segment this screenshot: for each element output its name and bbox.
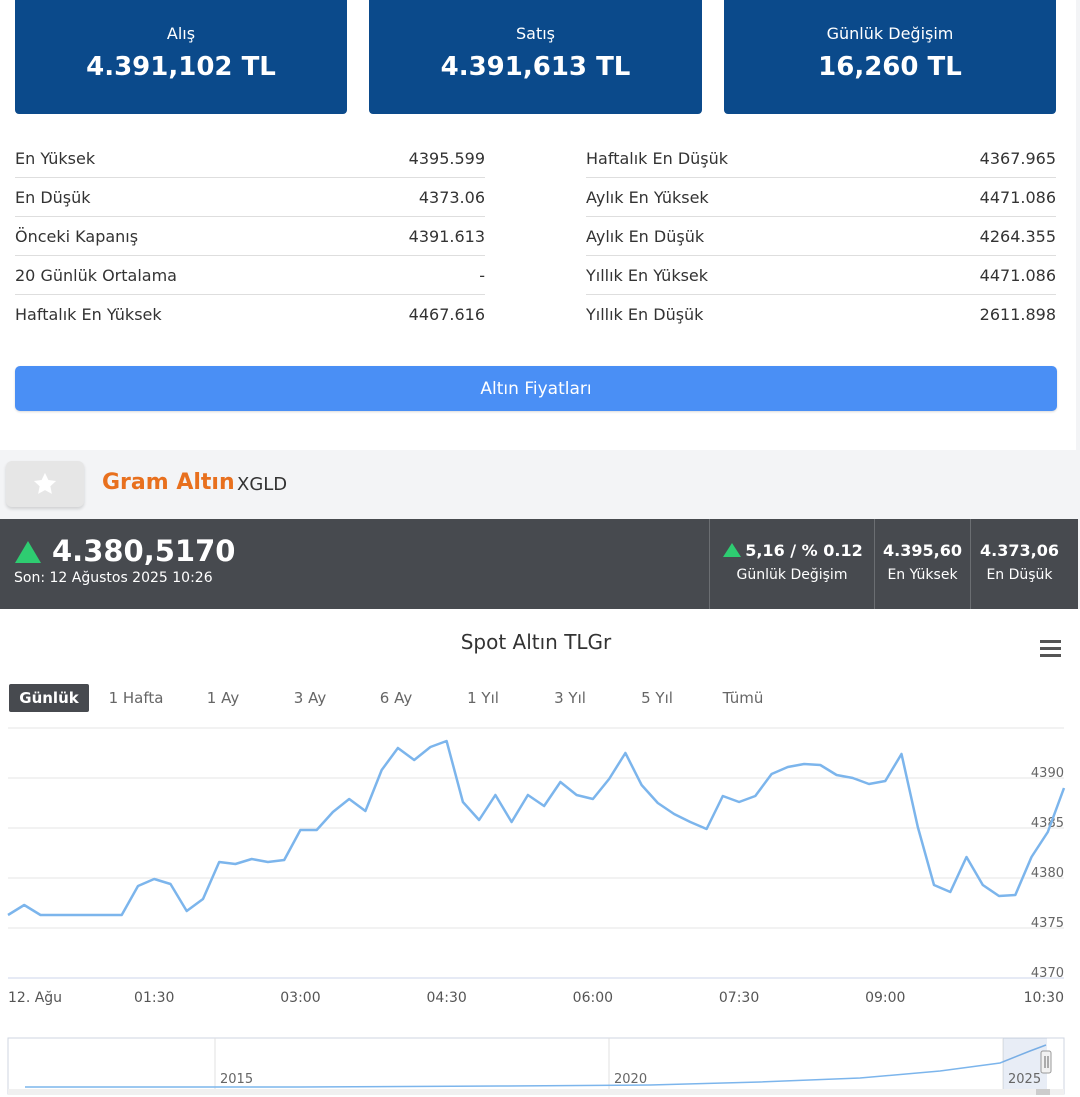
stat-label: En Düşük <box>15 187 91 207</box>
range-button-6m[interactable]: 6 Ay <box>379 689 413 707</box>
stat-value: 4367.965 <box>979 148 1056 168</box>
stat-label: Haftalık En Yüksek <box>15 305 162 324</box>
x-tick-label: 07:30 <box>719 990 759 1006</box>
chart-navigator[interactable]: 2015 2020 2025 <box>0 1037 1080 1097</box>
up-arrow-icon <box>723 543 741 557</box>
x-tick-label: 09:00 <box>865 990 905 1006</box>
x-tick-label: 06:00 <box>573 990 613 1006</box>
stat-label: Önceki Kapanış <box>15 226 139 246</box>
stat-label: 20 Günlük Ortalama <box>15 265 177 285</box>
y-tick-label: 4385 <box>1031 816 1064 831</box>
last-price: 4.380,5170 <box>52 534 236 568</box>
stat-row: Haftalık En Düşük 4367.965 <box>586 139 1056 178</box>
range-button-all[interactable]: Tümü <box>722 689 764 707</box>
stat-label: Haftalık En Düşük <box>586 148 729 168</box>
stat-row: En Düşük 4373.06 <box>15 178 485 217</box>
x-tick-label: 12. Ağu <box>8 990 62 1006</box>
stats-left: En Yüksek 4395.599 En Düşük 4373.06 Önceki… <box>15 139 485 334</box>
gold-prices-button[interactable]: Altın Fiyatları <box>15 366 1057 411</box>
sell-price-card: Satış 4.391,613 TL <box>369 0 702 114</box>
range-button-1w[interactable]: 1 Hafta <box>108 689 164 707</box>
chart-title: Spot Altın TLGr <box>460 630 612 654</box>
buy-value: 4.391,102 TL <box>86 52 276 82</box>
instrument-code: XGLD <box>237 474 288 495</box>
stats-right: Haftalık En Düşük 4367.965 Aylık En Yükse… <box>586 139 1056 334</box>
x-tick-label: 03:00 <box>280 990 320 1006</box>
price-ticker <box>0 519 1078 609</box>
sell-value: 4.391,613 TL <box>440 52 631 82</box>
chart-panel <box>0 609 1080 1097</box>
navigator-tick-2015: 2015 <box>220 1072 253 1087</box>
range-button-3m[interactable]: 3 Ay <box>293 689 327 707</box>
stat-row: En Yüksek 4395.599 <box>15 139 485 178</box>
y-tick-label: 4380 <box>1031 866 1064 881</box>
stat-label: Aylık En Yüksek <box>586 187 709 207</box>
stat-value: 4395.599 <box>408 148 485 168</box>
ticker-high-label: En Yüksek <box>887 567 958 583</box>
ticker-high-cell: 4.395,60 En Yüksek <box>874 519 970 609</box>
stat-label: Yıllık En Düşük <box>586 305 704 324</box>
x-tick-label: 10:30 <box>1024 990 1064 1006</box>
stat-label: Aylık En Düşük <box>586 226 705 246</box>
y-tick-label: 4375 <box>1031 916 1064 931</box>
stat-value: - <box>479 265 485 285</box>
navigator-scrollbar-thumb[interactable] <box>1036 1089 1050 1095</box>
stat-label: En Yüksek <box>15 148 96 168</box>
navigator-series-line <box>25 1044 1047 1088</box>
range-button-5y[interactable]: 5 Yıl <box>641 689 673 707</box>
y-tick-label: 4390 <box>1031 766 1064 781</box>
x-tick-label: 04:30 <box>426 990 466 1006</box>
stat-value: 4391.613 <box>408 226 485 246</box>
range-button-1y[interactable]: 1 Yıl <box>467 689 499 707</box>
stat-row: 20 Günlük Ortalama - <box>15 256 485 295</box>
ticker-low-label: En Düşük <box>986 567 1053 583</box>
navigator-tick-2025: 2025 <box>1008 1072 1041 1087</box>
stat-row: Aylık En Düşük 4264.355 <box>586 217 1056 256</box>
buy-label: Alış <box>166 24 196 43</box>
navigator-handle[interactable] <box>1040 1050 1052 1074</box>
navigator-tick-2020: 2020 <box>614 1072 647 1087</box>
ticker-change-cell: 5,16 / % 0.12 Günlük Değişim <box>709 519 874 609</box>
y-tick-label: 4370 <box>1031 966 1064 981</box>
stat-row: Yıllık En Düşük 2611.898 <box>586 295 1056 334</box>
range-button-1m[interactable]: 1 Ay <box>206 689 240 707</box>
stat-value: 2611.898 <box>979 305 1056 324</box>
favorite-button[interactable] <box>6 461 84 507</box>
up-arrow-icon <box>15 541 41 563</box>
hamburger-menu-icon[interactable] <box>1040 640 1061 658</box>
stat-value: 4471.086 <box>979 187 1056 207</box>
x-tick-label: 01:30 <box>134 990 174 1006</box>
instrument-name: Gram Altın <box>102 470 235 495</box>
ticker-high-value: 4.395,60 <box>883 541 962 560</box>
price-series-line[interactable] <box>7 739 1066 917</box>
last-update-time: Son: 12 Ağustos 2025 10:26 <box>14 570 213 586</box>
daily-change-label: Günlük Değişim <box>826 24 954 43</box>
ticker-low-value: 4.373,06 <box>980 541 1059 560</box>
sell-label: Satış <box>515 24 555 43</box>
price-line-chart[interactable]: 4370 4375 4380 4385 4390 12. Ağu 01:30 03:00 04:… <box>0 720 1080 1020</box>
stat-label: Yıllık En Yüksek <box>586 265 709 285</box>
stat-value: 4467.616 <box>408 305 485 324</box>
navigator-scrollbar[interactable] <box>8 1089 1064 1095</box>
stat-value: 4373.06 <box>418 187 485 207</box>
range-button-daily[interactable]: Günlük <box>9 684 89 712</box>
ticker-change-value: 5,16 / % 0.12 <box>745 541 863 560</box>
buy-price-card: Alış 4.391,102 TL <box>15 0 347 114</box>
stat-row: Yıllık En Yüksek 4471.086 <box>586 256 1056 295</box>
range-button-3y[interactable]: 3 Yıl <box>554 689 586 707</box>
stat-value: 4471.086 <box>979 265 1056 285</box>
ticker-change-label: Günlük Değişim <box>736 567 848 583</box>
star-icon <box>33 472 57 494</box>
navigator-selection[interactable] <box>1003 1038 1047 1094</box>
stat-row: Haftalık En Yüksek 4467.616 <box>15 295 485 334</box>
stat-value: 4264.355 <box>979 226 1056 246</box>
stat-row: Aylık En Yüksek 4471.086 <box>586 178 1056 217</box>
daily-change-value: 16,260 TL <box>818 52 962 82</box>
ticker-low-cell: 4.373,06 En Düşük <box>970 519 1068 609</box>
navigator-frame <box>7 1037 1065 1095</box>
stat-row: Önceki Kapanış 4391.613 <box>15 217 485 256</box>
daily-change-card: Günlük Değişim 16,260 TL <box>724 0 1056 114</box>
